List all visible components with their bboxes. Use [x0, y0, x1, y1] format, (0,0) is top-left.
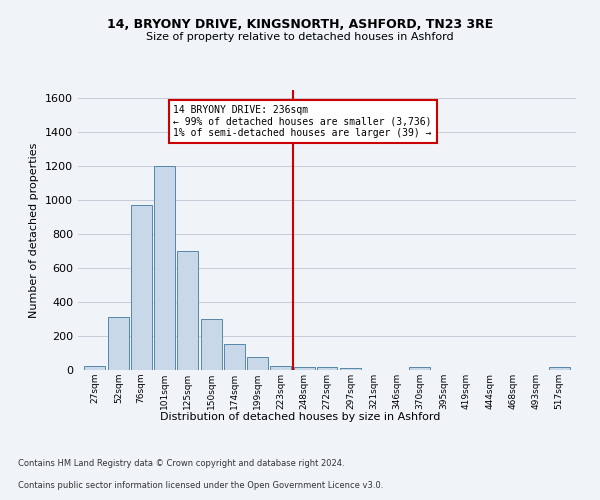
- Text: Contains HM Land Registry data © Crown copyright and database right 2024.: Contains HM Land Registry data © Crown c…: [18, 458, 344, 468]
- Text: Size of property relative to detached houses in Ashford: Size of property relative to detached ho…: [146, 32, 454, 42]
- Bar: [84, 366, 105, 370]
- Bar: [409, 366, 430, 370]
- Y-axis label: Number of detached properties: Number of detached properties: [29, 142, 40, 318]
- Bar: [177, 251, 198, 370]
- Bar: [317, 368, 337, 370]
- Bar: [201, 319, 222, 370]
- Bar: [340, 368, 361, 370]
- Bar: [131, 206, 152, 370]
- Bar: [549, 366, 570, 370]
- Text: Distribution of detached houses by size in Ashford: Distribution of detached houses by size …: [160, 412, 440, 422]
- Text: 14 BRYONY DRIVE: 236sqm
← 99% of detached houses are smaller (3,736)
1% of semi-: 14 BRYONY DRIVE: 236sqm ← 99% of detache…: [173, 106, 432, 138]
- Bar: [294, 366, 315, 370]
- Bar: [154, 166, 175, 370]
- Bar: [270, 366, 291, 370]
- Bar: [247, 358, 268, 370]
- Bar: [224, 344, 245, 370]
- Text: Contains public sector information licensed under the Open Government Licence v3: Contains public sector information licen…: [18, 481, 383, 490]
- Bar: [108, 316, 129, 370]
- Text: 14, BRYONY DRIVE, KINGSNORTH, ASHFORD, TN23 3RE: 14, BRYONY DRIVE, KINGSNORTH, ASHFORD, T…: [107, 18, 493, 30]
